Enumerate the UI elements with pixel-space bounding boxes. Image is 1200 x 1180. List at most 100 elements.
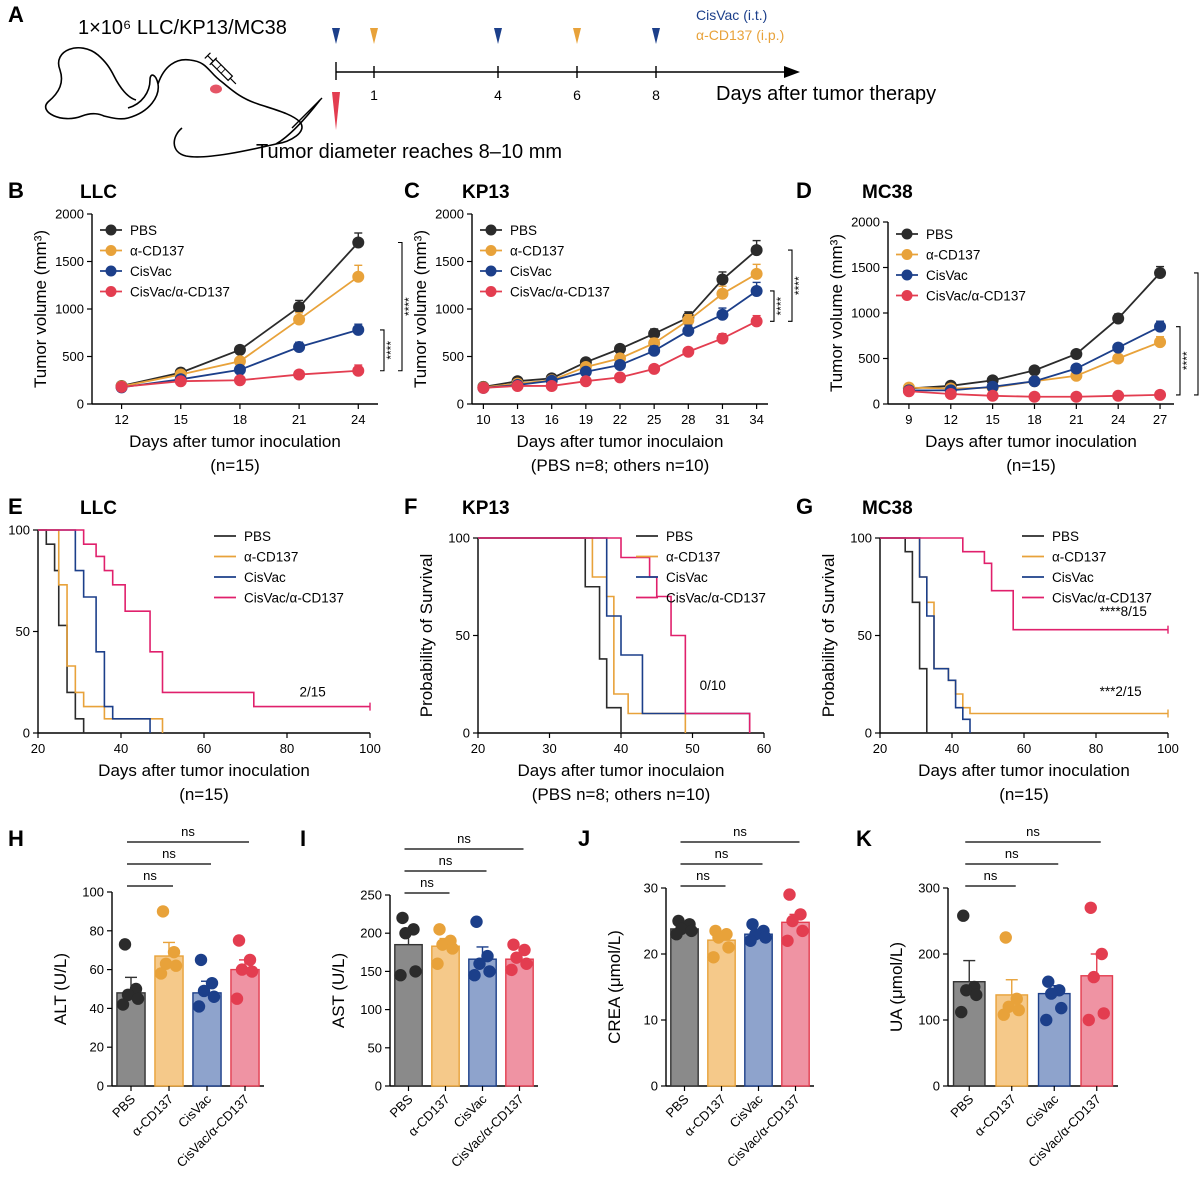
y-tick-label: 2000 bbox=[435, 207, 464, 222]
data-point bbox=[1028, 364, 1041, 377]
legend-marker bbox=[901, 249, 913, 260]
comparison-label: ns bbox=[181, 824, 195, 839]
bar-group-cisvac bbox=[192, 953, 222, 1087]
panel-letter: F bbox=[404, 494, 417, 519]
data-point bbox=[174, 375, 187, 388]
data-point bbox=[470, 915, 483, 928]
panel-title: LLC bbox=[80, 182, 117, 203]
category-label: PBS bbox=[663, 1091, 692, 1120]
data-point bbox=[997, 1008, 1010, 1021]
data-point bbox=[468, 969, 481, 982]
legend-label: α-CD137 bbox=[926, 248, 980, 263]
data-point bbox=[960, 984, 973, 997]
data-point bbox=[233, 363, 246, 376]
panel-letter: H bbox=[8, 826, 24, 851]
sample-size-note: (n=15) bbox=[1006, 456, 1056, 475]
x-tick-label: 20 bbox=[873, 741, 887, 756]
survival-curve-cisvac-cd137 bbox=[880, 537, 1168, 631]
data-point bbox=[245, 965, 259, 978]
panel-i-ast-bars: 050100150200250PBSα-CD137CisVacCisVac/α-… bbox=[300, 826, 538, 1170]
y-axis-label: Tumor volume (mm³) bbox=[411, 230, 430, 388]
legend-label: PBS bbox=[244, 529, 271, 544]
x-tick-label: 10 bbox=[476, 412, 490, 427]
x-tick-label: 40 bbox=[945, 741, 959, 756]
legend-item-cisvac: CisVac bbox=[896, 268, 968, 283]
data-point bbox=[682, 345, 695, 358]
bar-group-cisvac-cd137 bbox=[781, 888, 810, 1087]
data-point bbox=[473, 957, 486, 970]
legend-label: CisVac bbox=[1052, 570, 1094, 585]
significance-bracket bbox=[788, 249, 793, 322]
data-point bbox=[579, 375, 592, 388]
data-point bbox=[781, 934, 794, 947]
data-point bbox=[232, 934, 246, 947]
y-tick-label: 100 bbox=[850, 531, 872, 546]
y-tick-label: 40 bbox=[90, 1001, 104, 1016]
y-tick-label: 0 bbox=[651, 1079, 658, 1094]
data-point bbox=[207, 990, 221, 1003]
legend-marker bbox=[485, 224, 497, 236]
category-label: α-CD137 bbox=[129, 1092, 177, 1140]
panel-title: MC38 bbox=[862, 182, 913, 203]
y-axis-label: AST (U/L) bbox=[329, 953, 348, 1028]
data-point bbox=[1084, 901, 1097, 914]
data-point bbox=[352, 364, 365, 377]
x-tick-label: 19 bbox=[579, 412, 593, 427]
bar bbox=[230, 968, 260, 1087]
legend-marker bbox=[485, 286, 497, 297]
data-point bbox=[1154, 336, 1167, 349]
data-point bbox=[1028, 390, 1041, 403]
data-point bbox=[783, 888, 796, 901]
x-tick-label: 20 bbox=[31, 741, 45, 756]
legend-acd137-ip: α-CD137 (i.p.) bbox=[696, 27, 784, 43]
data-point bbox=[1012, 1003, 1025, 1017]
mouse-outline-icon bbox=[44, 46, 321, 158]
data-point bbox=[293, 341, 306, 353]
legend-label: CisVac bbox=[666, 570, 708, 585]
data-point bbox=[483, 965, 496, 978]
y-tick-label: 100 bbox=[82, 885, 104, 900]
data-point bbox=[1070, 362, 1083, 375]
data-point bbox=[716, 332, 729, 345]
bar-group-pbs bbox=[394, 911, 423, 1087]
legend-item-cisvac-cd137: CisVac/α-CD137 bbox=[480, 285, 610, 300]
data-point bbox=[716, 273, 729, 286]
x-tick-label: 60 bbox=[197, 741, 211, 756]
bar bbox=[505, 958, 534, 1087]
data-point bbox=[477, 381, 490, 394]
significance-bracket bbox=[1194, 272, 1199, 396]
x-tick-label: 24 bbox=[1111, 412, 1125, 427]
data-point bbox=[579, 365, 592, 378]
data-point bbox=[121, 988, 135, 1002]
data-point bbox=[796, 924, 809, 938]
y-tick-label: 100 bbox=[918, 1013, 940, 1028]
panel-b-tumor-volume-llc: 0 500 1000 1500 2000 12 15 18 21 24 PBS α-CD137 CisV… bbox=[8, 178, 416, 475]
bar-group-cisvac-cd137 bbox=[505, 938, 534, 1087]
data-point bbox=[352, 270, 365, 283]
significance-bracket bbox=[770, 290, 775, 322]
legend-marker bbox=[105, 286, 117, 297]
data-point bbox=[786, 914, 799, 928]
data-point bbox=[970, 988, 983, 1002]
panel-c-tumor-volume-kp13: 0 500 1000 1500 2000 10 13 16 19 22 25 28 31 34 PBS α-C… bbox=[404, 178, 806, 475]
y-axis-label: ALT (U/L) bbox=[51, 953, 70, 1025]
legend-label: CisVac/α-CD137 bbox=[130, 285, 230, 300]
x-tick-label: 80 bbox=[280, 741, 294, 756]
y-tick-label: 1000 bbox=[55, 302, 84, 317]
panel-e-survival-llc: 0 50 100 20 40 60 80 100 PBS α-CD137 CisVac CisVac/… bbox=[8, 494, 381, 804]
acd137-dose-marker-icon bbox=[370, 28, 378, 44]
x-tick-label: 21 bbox=[1069, 412, 1083, 427]
data-point bbox=[481, 949, 494, 963]
x-tick-label: 50 bbox=[685, 741, 699, 756]
data-point bbox=[986, 380, 999, 393]
legend-item-pbs: PBS bbox=[100, 223, 157, 238]
data-point bbox=[648, 362, 661, 375]
y-tick-label: 0 bbox=[457, 397, 464, 412]
category-label: PBS bbox=[947, 1091, 976, 1120]
y-axis-label: Tumor volume (mm³) bbox=[31, 230, 50, 388]
data-point bbox=[759, 931, 772, 944]
bar bbox=[781, 921, 810, 1087]
y-tick-label: 0 bbox=[933, 1079, 940, 1094]
legend-item-cisvac: CisVac bbox=[1022, 570, 1094, 585]
y-axis-label: Probability of Survival bbox=[819, 554, 838, 717]
